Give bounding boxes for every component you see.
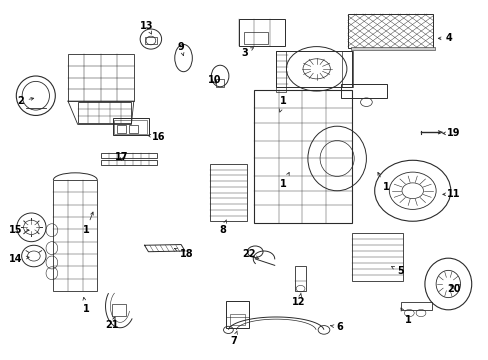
Bar <box>68 54 134 101</box>
Bar <box>276 51 285 92</box>
Bar <box>112 304 126 316</box>
Text: 20: 20 <box>447 284 460 294</box>
Text: 11: 11 <box>442 189 460 199</box>
Bar <box>295 266 305 291</box>
Bar <box>400 302 431 310</box>
Text: 3: 3 <box>241 48 253 58</box>
Text: 10: 10 <box>207 75 221 85</box>
Bar <box>340 84 386 98</box>
Text: 22: 22 <box>242 248 258 259</box>
Bar <box>229 315 245 325</box>
Bar <box>113 118 149 135</box>
Bar <box>117 126 125 134</box>
Text: 1: 1 <box>400 308 410 325</box>
Bar <box>145 37 157 44</box>
Bar <box>341 51 352 87</box>
Bar <box>350 47 434 50</box>
Text: 19: 19 <box>442 129 460 138</box>
Text: 1: 1 <box>280 172 288 189</box>
Text: 1: 1 <box>82 212 93 235</box>
Text: 15: 15 <box>9 225 29 235</box>
Text: 12: 12 <box>292 294 305 307</box>
Bar <box>276 51 351 87</box>
Text: 16: 16 <box>147 132 165 142</box>
Text: 18: 18 <box>174 248 193 258</box>
Text: 7: 7 <box>230 331 237 346</box>
Text: 4: 4 <box>437 33 452 43</box>
Text: 1: 1 <box>377 172 388 192</box>
Bar <box>351 233 402 281</box>
Bar <box>243 32 267 44</box>
Text: 2: 2 <box>17 96 34 106</box>
Bar <box>210 164 246 221</box>
Bar <box>78 102 131 123</box>
Bar <box>129 126 138 134</box>
Text: 14: 14 <box>9 254 29 264</box>
Text: 13: 13 <box>140 21 153 34</box>
Text: 1: 1 <box>279 96 286 112</box>
Text: 8: 8 <box>219 220 226 235</box>
Text: 1: 1 <box>82 297 89 314</box>
Bar <box>225 301 249 328</box>
Bar <box>101 153 157 158</box>
Text: 6: 6 <box>330 322 342 332</box>
Bar <box>101 159 157 165</box>
Bar <box>53 180 97 291</box>
Text: 9: 9 <box>177 42 184 55</box>
Text: 21: 21 <box>105 317 119 330</box>
Bar <box>216 78 224 87</box>
Bar <box>347 14 432 48</box>
Text: 5: 5 <box>391 266 403 276</box>
Bar <box>238 19 285 45</box>
Bar <box>254 90 351 223</box>
Text: 17: 17 <box>115 152 128 162</box>
Bar <box>114 120 147 134</box>
